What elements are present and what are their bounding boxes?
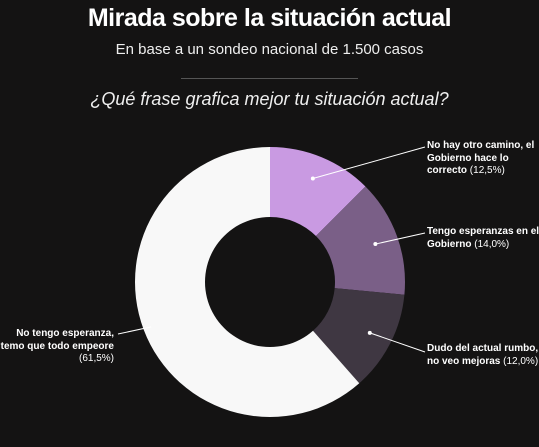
category-label: Tengo esperanzas en el Gobierno (427, 226, 539, 250)
donut-segment (315, 186, 405, 295)
value-label: (14,0%) (474, 238, 510, 250)
donut-segment (134, 147, 360, 417)
value-label: (12,5%) (469, 165, 505, 176)
leader-line (117, 326, 152, 335)
leader-dot (310, 176, 315, 181)
value-label: (12,0%) (503, 355, 539, 367)
donut-segment (312, 288, 405, 384)
divider (181, 78, 358, 79)
donut-segment (270, 147, 366, 237)
category-label: Dudo del actual rumbo, no veo mejoras (427, 343, 539, 367)
category-label: No tengo esperanza, temo que todo empeor… (0, 328, 114, 352)
category-label: No hay otro camino, el Gobierno hace lo … (427, 140, 535, 176)
value-label: (61,5%) (78, 353, 114, 364)
leader-line (375, 232, 426, 245)
segment-label: No hay otro camino, el Gobierno hace lo … (427, 140, 539, 178)
leader-dot (373, 242, 378, 247)
segment-label: No tengo esperanza, temo que todo empeor… (0, 328, 114, 366)
leader-dot (367, 330, 372, 335)
segment-label: Tengo esperanzas en el Gobierno (14,0%) (427, 226, 539, 251)
chart-subtitle: En base a un sondeo nacional de 1.500 ca… (115, 41, 424, 58)
question: ¿Qué frase grafica mejor tu situación ac… (90, 89, 449, 109)
chart-title: Mirada sobre la situación actual (87, 4, 452, 32)
segment-label: Dudo del actual rumbo, no veo mejoras (1… (427, 343, 539, 368)
leader-line (369, 332, 426, 353)
leader-line (312, 146, 426, 180)
